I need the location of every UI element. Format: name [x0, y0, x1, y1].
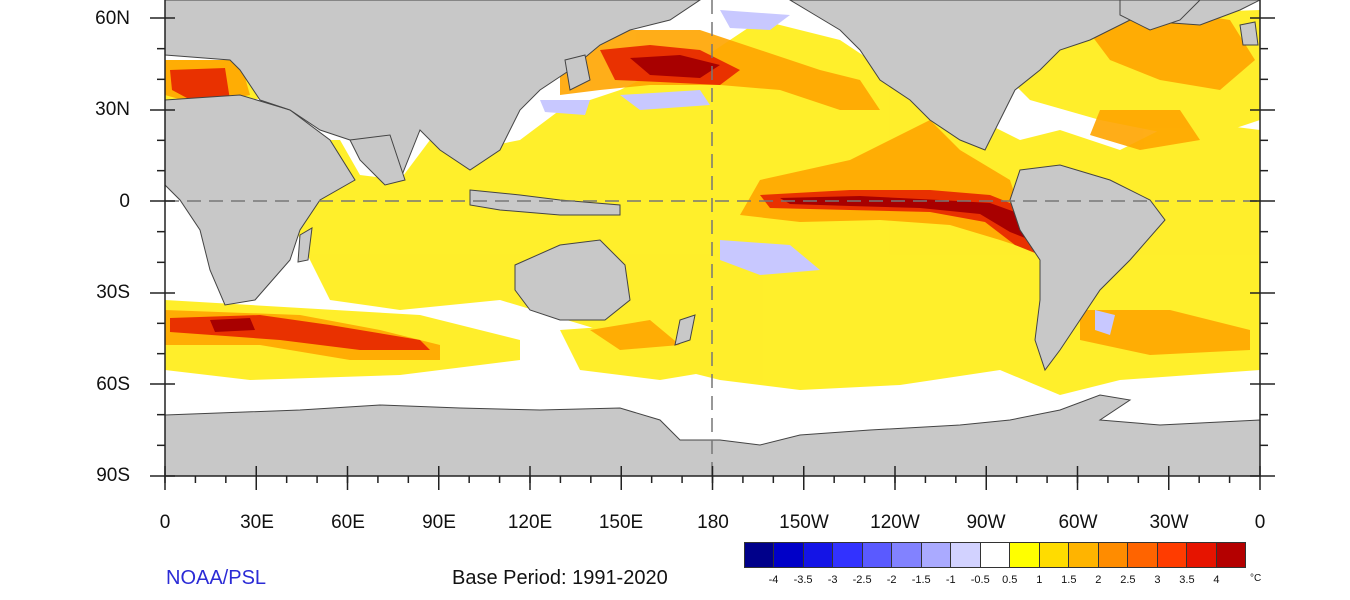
colorbar-swatch — [980, 543, 1011, 567]
colorbar-tick-label: 2.5 — [1120, 574, 1136, 586]
lat-label-0: 0 — [119, 191, 130, 212]
uk-land — [1239, 21, 1259, 46]
lat-label-30n: 30N — [95, 99, 130, 120]
lat-label-30s: 30S — [96, 282, 130, 303]
land-masses — [165, 0, 1260, 476]
anomaly-shading-peak — [210, 55, 1030, 332]
colorbar-swatch — [1157, 543, 1188, 567]
lon-label-30w: 30W — [1149, 512, 1189, 533]
base-period-label: Base Period: 1991-2020 — [452, 567, 668, 589]
indonesia-land — [469, 189, 621, 216]
colorbar-tick-label: 0.5 — [1002, 574, 1018, 586]
lon-label-120w: 120W — [870, 512, 920, 533]
lon-label-90e: 90E — [422, 512, 456, 533]
lon-label-150e: 150E — [598, 512, 644, 533]
colorbar-tick-label: -0.5 — [970, 574, 990, 586]
north-america-land — [789, 0, 1260, 151]
eurasia-land — [165, 0, 701, 182]
colorbar-units: °C — [1250, 573, 1262, 584]
lon-label-0-left: 0 — [159, 512, 171, 533]
colorbar-swatch — [1039, 543, 1070, 567]
colorbar-tick-label: 1.5 — [1061, 574, 1077, 586]
new-zealand-land — [674, 314, 696, 346]
colorbar-swatch — [1010, 543, 1040, 567]
colorbar — [744, 542, 1246, 568]
colorbar-tick-label: -2 — [886, 574, 897, 586]
colorbar-swatch — [833, 543, 863, 567]
colorbar-swatch — [951, 543, 981, 567]
colorbar-swatch — [803, 543, 834, 567]
anomaly-shading-cool — [540, 10, 1115, 335]
colorbar-swatch — [921, 543, 952, 567]
lon-label-0-right: 0 — [1254, 512, 1266, 533]
colorbar-swatch — [1216, 543, 1245, 567]
colorbar-swatch — [892, 543, 922, 567]
colorbar-tick-label: -4 — [768, 574, 779, 586]
colorbar-tick-label: 2 — [1095, 574, 1102, 586]
noaa-psl-credit: NOAA/PSL — [166, 567, 267, 589]
lat-label-90s: 90S — [96, 465, 130, 486]
colorbar-tick-label: -1.5 — [911, 574, 931, 586]
colorbar-swatch — [862, 543, 893, 567]
colorbar-tick-label: 1 — [1036, 574, 1043, 586]
antarctica-land — [165, 394, 1260, 476]
lon-label-90w: 90W — [966, 512, 1006, 533]
south-america-land — [1009, 164, 1166, 372]
greenland-land — [1119, 0, 1201, 31]
colorbar-tick-label: -3 — [827, 574, 838, 586]
madagascar-land — [297, 227, 313, 263]
colorbar-tick-label: 3.5 — [1179, 574, 1195, 586]
lon-label-180: 180 — [697, 512, 729, 533]
colorbar-swatch — [1098, 543, 1129, 567]
lon-label-60w: 60W — [1058, 512, 1098, 533]
colorbar-tick-label: -3.5 — [793, 574, 813, 586]
colorbar-swatch — [774, 543, 804, 567]
colorbar-tick-label: 3 — [1154, 574, 1161, 586]
colorbar-swatch — [1128, 543, 1158, 567]
colorbar-tick-label: 4 — [1213, 574, 1220, 586]
map-plot-area — [165, 0, 1260, 476]
lon-label-60e: 60E — [331, 512, 365, 533]
lat-label-60s: 60S — [96, 374, 130, 395]
colorbar-swatch — [1187, 543, 1217, 567]
japan-land — [564, 54, 591, 91]
colorbar-swatch — [745, 543, 775, 567]
india-land — [349, 134, 406, 186]
lon-label-30e: 30E — [240, 512, 274, 533]
lon-label-150w: 150W — [779, 512, 829, 533]
colorbar-tick-label: -2.5 — [852, 574, 872, 586]
africa-land — [165, 94, 356, 306]
lat-label-60n: 60N — [95, 8, 130, 29]
colorbar-swatch — [1069, 543, 1099, 567]
axis-ticks — [150, 17, 1275, 490]
australia-land — [514, 239, 631, 321]
colorbar-tick-label: -1 — [945, 574, 956, 586]
lon-label-120e: 120E — [507, 512, 553, 533]
